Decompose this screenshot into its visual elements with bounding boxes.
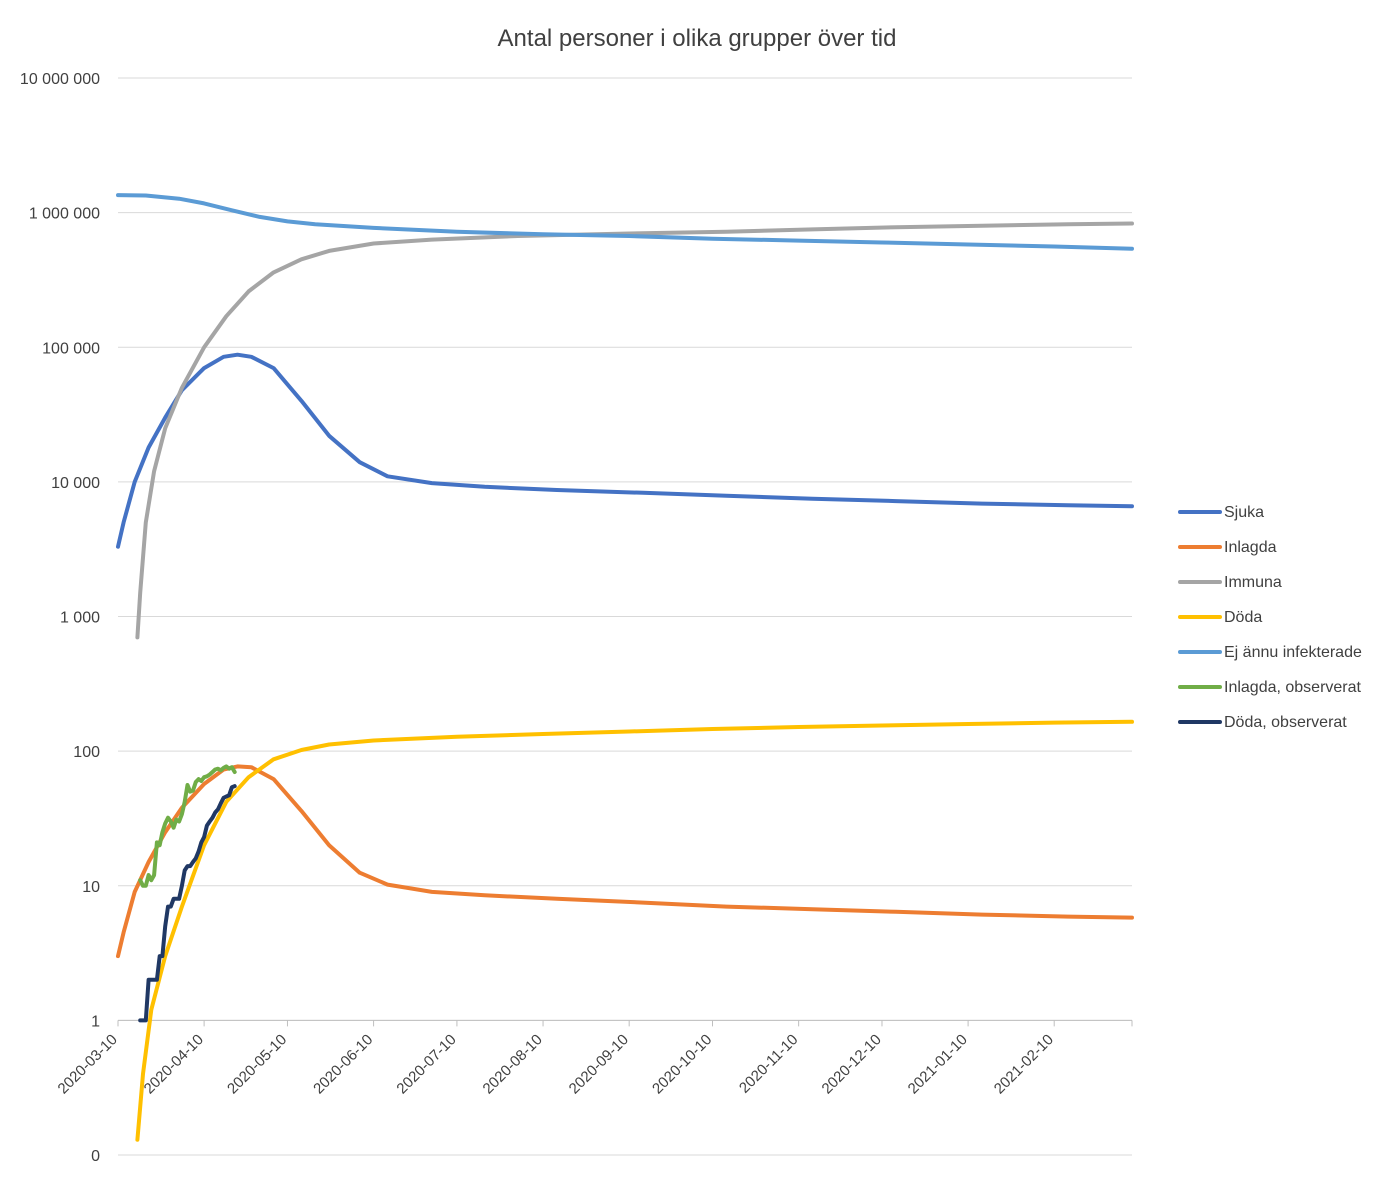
x-tick-label: 2020-07-10 [393,1031,459,1097]
x-tick-label: 2020-04-10 [141,1031,207,1097]
legend-label: Inlagda [1224,539,1277,556]
series-line [116,352,1134,549]
series-line [135,719,1134,1142]
legend-label: Döda, observerat [1224,714,1347,731]
y-tick-label: 1 000 000 [29,206,100,223]
grid [118,77,1132,1156]
x-axis: 2020-03-10 2020-04-10 2020-05-10 2020-06-10… [55,1019,1133,1097]
chart-title: Antal personer i olika grupper över tid [498,25,897,52]
x-tick-label: 2021-01-10 [905,1031,971,1097]
series-line [138,764,237,888]
y-tick-label: 10 000 [51,475,100,492]
x-tick-label: 2020-12-10 [819,1031,885,1097]
legend-label: Döda [1224,609,1262,626]
y-tick-label: 10 000 000 [20,71,100,88]
legend: Sjuka Inlagda Immuna Döda Ej ännu infekterad… [1178,504,1362,731]
x-tick-label: 2020-03-10 [55,1031,121,1097]
x-tick-label: 2021-02-10 [991,1031,1057,1097]
legend-label: Inlagda, observerat [1224,679,1362,696]
x-tick-label: 2020-08-10 [480,1031,546,1097]
legend-label: Immuna [1224,574,1282,591]
series-line [116,193,1134,251]
y-axis-tick-labels: 0 1 10 100 1 000 10 000 100 000 1 000 000 10 000… [20,71,100,1165]
x-tick-label: 2020-11-10 [736,1031,801,1096]
x-tick-label: 2020-10-10 [649,1031,715,1097]
legend-label: Sjuka [1224,504,1264,521]
y-tick-label: 1 000 [60,610,100,627]
plot-area [116,193,1134,1142]
y-tick-label: 1 [91,1013,100,1030]
legend-label: Ej ännu infekterade [1224,644,1362,661]
x-tick-label: 2020-05-10 [224,1031,290,1097]
x-tick-label: 2020-09-10 [566,1031,632,1097]
series-line [138,784,237,1023]
x-tick-label: 2020-06-10 [310,1031,376,1097]
y-tick-label: 100 [73,744,100,761]
series-line [135,221,1134,640]
series-line [116,764,1134,959]
y-tick-label: 100 000 [42,340,100,357]
y-tick-label: 0 [91,1148,100,1165]
y-tick-label: 10 [82,879,100,896]
